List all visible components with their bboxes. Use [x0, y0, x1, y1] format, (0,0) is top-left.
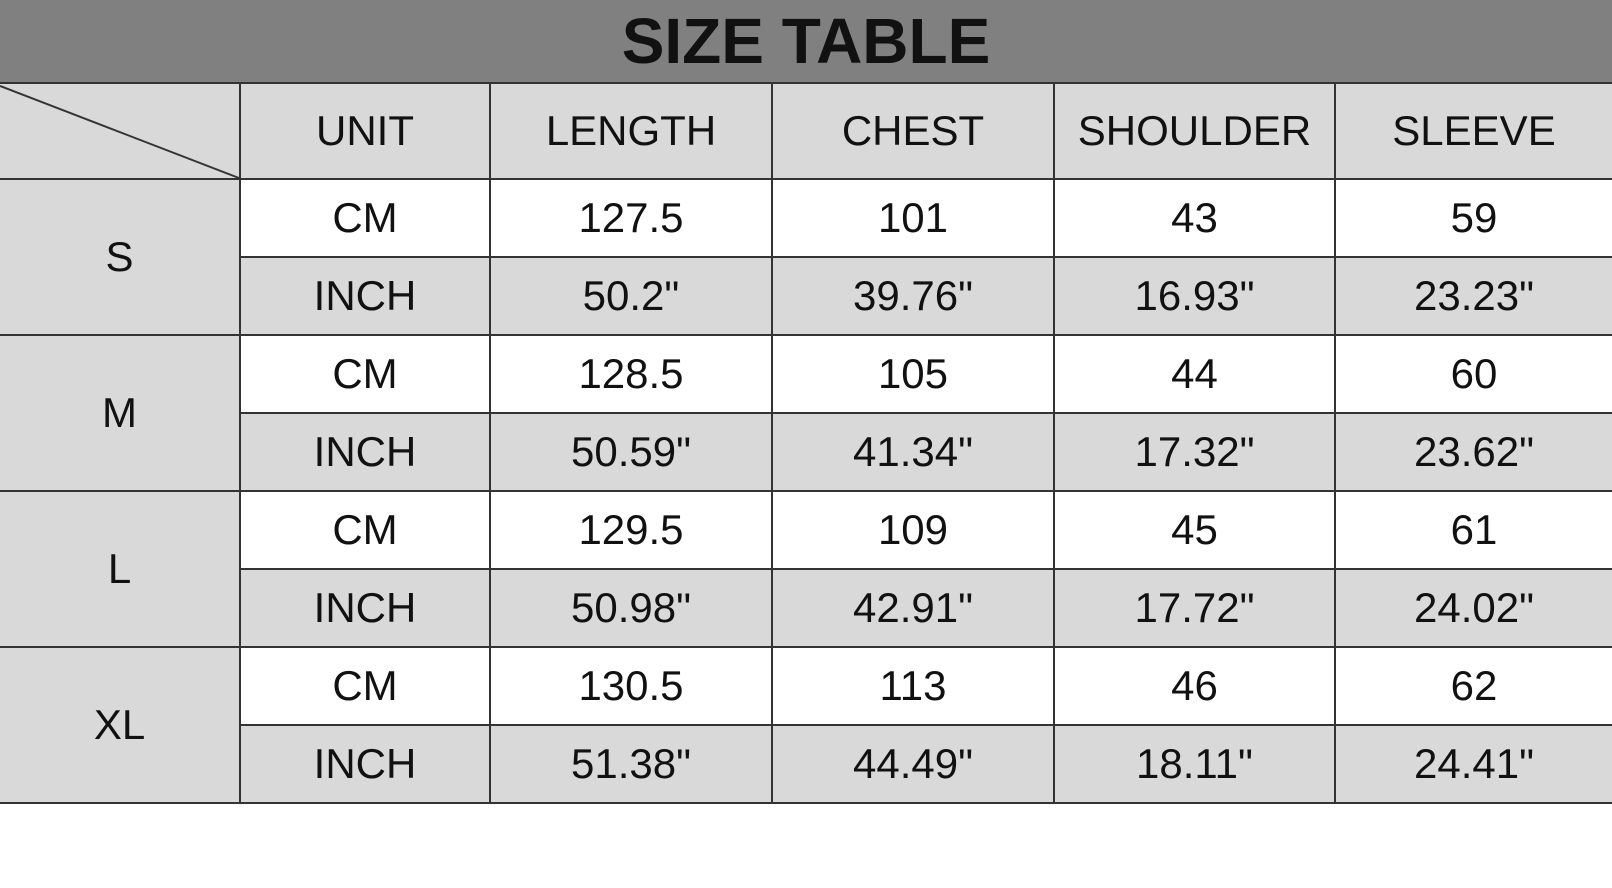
value-cell: 39.76": [771, 256, 1055, 336]
value-cell: 43: [1053, 178, 1336, 258]
unit-cell: INCH: [239, 256, 491, 336]
size-label: L: [0, 490, 241, 648]
value-cell: 129.5: [489, 490, 773, 570]
value-cell: 61: [1334, 490, 1612, 570]
value-cell: 46: [1053, 646, 1336, 726]
size-label: S: [0, 178, 241, 336]
value-cell: 17.32": [1053, 412, 1336, 492]
table-row-s-cm: S CM 127.5 101 43 59: [0, 178, 1612, 336]
column-header-unit: UNIT: [239, 82, 491, 180]
value-cell: 45: [1053, 490, 1336, 570]
table-row-s-inch: INCH 50.2" 39.76" 16.93" 23.23": [0, 256, 1612, 336]
value-cell: 23.23": [1334, 256, 1612, 336]
unit-cell: INCH: [239, 412, 491, 492]
value-cell: 113: [771, 646, 1055, 726]
table-row-m-inch: INCH 50.59" 41.34" 17.32" 23.62": [0, 412, 1612, 492]
value-cell: 44: [1053, 334, 1336, 414]
column-header-sleeve: SLEEVE: [1334, 82, 1612, 180]
value-cell: 17.72": [1053, 568, 1336, 648]
unit-cell: CM: [239, 490, 491, 570]
value-cell: 24.02": [1334, 568, 1612, 648]
value-cell: 23.62": [1334, 412, 1612, 492]
size-label: XL: [0, 646, 241, 804]
value-cell: 50.59": [489, 412, 773, 492]
size-table-title: SIZE TABLE: [0, 0, 1612, 82]
size-label: M: [0, 334, 241, 492]
unit-cell: CM: [239, 646, 491, 726]
value-cell: 128.5: [489, 334, 773, 414]
value-cell: 18.11": [1053, 724, 1336, 804]
unit-cell: INCH: [239, 724, 491, 804]
column-header-chest: CHEST: [771, 82, 1055, 180]
table-row-xl-cm: XL CM 130.5 113 46 62: [0, 646, 1612, 804]
header-row: UNIT LENGTH CHEST SHOULDER SLEEVE: [0, 82, 1612, 180]
value-cell: 105: [771, 334, 1055, 414]
unit-cell: CM: [239, 334, 491, 414]
column-header-shoulder: SHOULDER: [1053, 82, 1336, 180]
value-cell: 44.49": [771, 724, 1055, 804]
value-cell: 130.5: [489, 646, 773, 726]
value-cell: 60: [1334, 334, 1612, 414]
value-cell: 16.93": [1053, 256, 1336, 336]
table-row-l-inch: INCH 50.98" 42.91" 17.72" 24.02": [0, 568, 1612, 648]
table-row-xl-inch: INCH 51.38" 44.49" 18.11" 24.41": [0, 724, 1612, 804]
value-cell: 24.41": [1334, 724, 1612, 804]
diagonal-divider: [0, 85, 239, 178]
corner-cell: [0, 82, 241, 180]
value-cell: 101: [771, 178, 1055, 258]
table-row-l-cm: L CM 129.5 109 45 61: [0, 490, 1612, 648]
column-header-length: LENGTH: [489, 82, 773, 180]
value-cell: 50.2": [489, 256, 773, 336]
table-row-m-cm: M CM 128.5 105 44 60: [0, 334, 1612, 492]
value-cell: 42.91": [771, 568, 1055, 648]
value-cell: 109: [771, 490, 1055, 570]
value-cell: 62: [1334, 646, 1612, 726]
value-cell: 51.38": [489, 724, 773, 804]
size-table: UNIT LENGTH CHEST SHOULDER SLEEVE S CM 127…: [0, 82, 1612, 804]
value-cell: 127.5: [489, 178, 773, 258]
value-cell: 50.98": [489, 568, 773, 648]
unit-cell: CM: [239, 178, 491, 258]
value-cell: 41.34": [771, 412, 1055, 492]
value-cell: 59: [1334, 178, 1612, 258]
unit-cell: INCH: [239, 568, 491, 648]
